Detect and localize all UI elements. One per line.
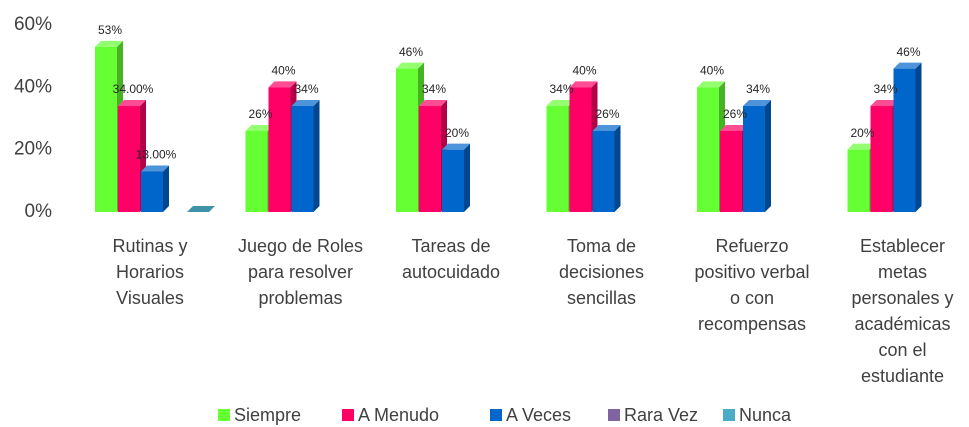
- bar-front: [442, 149, 464, 212]
- data-label: 34.00%: [113, 82, 154, 96]
- data-label: 13.00%: [136, 148, 177, 162]
- legend-swatch: [490, 409, 502, 421]
- data-label: 34%: [873, 82, 897, 96]
- bar-front: [118, 106, 140, 212]
- x-tick-label: Refuerzo positivo verbal o con recompens…: [694, 236, 810, 334]
- bar-top: [442, 143, 470, 150]
- bar-side: [464, 143, 470, 212]
- legend-swatch: [342, 409, 354, 421]
- y-tick-label: 20%: [14, 139, 52, 160]
- bar-side: [313, 100, 320, 212]
- bar: [442, 143, 470, 212]
- bar-top: [546, 100, 575, 107]
- bar-top: [95, 40, 123, 47]
- data-label: 34%: [294, 82, 318, 96]
- bar-front: [419, 106, 441, 212]
- bar: [187, 206, 215, 212]
- data-label: 20%: [850, 126, 874, 140]
- bar-side: [765, 100, 771, 212]
- bar-front: [697, 87, 719, 212]
- y-tick-label: 40%: [14, 76, 52, 97]
- bar-front: [743, 106, 765, 212]
- bar-side: [163, 165, 169, 212]
- bar-front: [95, 46, 117, 212]
- bar-top: [141, 165, 169, 172]
- data-label: 40%: [271, 64, 295, 78]
- legend-label: A Veces: [506, 405, 571, 425]
- bar-front: [141, 171, 163, 212]
- data-label: 34%: [549, 82, 573, 96]
- legend-swatch: [218, 409, 230, 421]
- bar: [743, 100, 771, 212]
- data-label: 26%: [595, 107, 619, 121]
- data-label: 40%: [700, 64, 724, 78]
- bar-top: [245, 124, 274, 131]
- bar: [592, 124, 621, 212]
- bar-front: [592, 130, 615, 212]
- legend-swatch: [608, 409, 620, 421]
- bar: [141, 165, 169, 212]
- legend-swatch: [723, 409, 735, 421]
- data-label: 53%: [98, 23, 122, 37]
- bar-top: [893, 62, 922, 69]
- bar-top: [870, 100, 899, 107]
- bar-top: [396, 62, 424, 69]
- bar-top: [743, 100, 771, 107]
- bar-front: [847, 149, 870, 212]
- bar-top: [291, 100, 320, 107]
- bar: [291, 100, 320, 212]
- data-label: 34%: [746, 82, 770, 96]
- x-tick-label: Juego de Roles para resolver problemas: [237, 236, 364, 308]
- bar-front: [546, 106, 569, 212]
- bar-front: [569, 87, 592, 212]
- bar-top: [118, 100, 146, 107]
- x-tick-label: Tareas de autocuidado: [401, 236, 501, 282]
- x-tick-label: Toma de decisiones sencillas: [558, 236, 645, 308]
- bar-front: [268, 87, 291, 212]
- legend-label: Rara Vez: [624, 405, 698, 425]
- bar-top: [419, 100, 447, 107]
- bar-front: [893, 68, 916, 212]
- bar-top: [592, 124, 621, 131]
- bar-front: [720, 130, 742, 212]
- legend-label: Siempre: [234, 405, 301, 425]
- bar-front: [291, 106, 314, 212]
- bar-side: [915, 62, 922, 213]
- bar-front: [870, 106, 893, 212]
- bar-top: [720, 124, 748, 131]
- bar-top: [847, 143, 876, 150]
- legend-label: Nunca: [739, 405, 792, 425]
- bar-top: [697, 81, 725, 88]
- bar-front: [245, 130, 268, 212]
- bar-top: [187, 206, 215, 212]
- bar-side: [614, 124, 621, 212]
- data-label: 46%: [896, 45, 920, 59]
- data-label: 20%: [445, 126, 469, 140]
- bar-top: [268, 81, 297, 88]
- x-tick-label: Rutinas y Horarios Visuales: [112, 236, 188, 308]
- legend-label: A Menudo: [358, 405, 439, 425]
- bar-front: [396, 68, 418, 212]
- bar: [893, 62, 922, 213]
- data-label: 40%: [572, 64, 596, 78]
- bar-top: [569, 81, 598, 88]
- data-label: 46%: [399, 45, 423, 59]
- y-tick-label: 60%: [14, 14, 52, 35]
- data-label: 26%: [723, 107, 747, 121]
- x-tick-label: Establecer metas personales y académicas…: [851, 236, 954, 386]
- y-tick-label: 0%: [25, 201, 53, 222]
- data-label: 26%: [248, 107, 272, 121]
- data-label: 34%: [422, 82, 446, 96]
